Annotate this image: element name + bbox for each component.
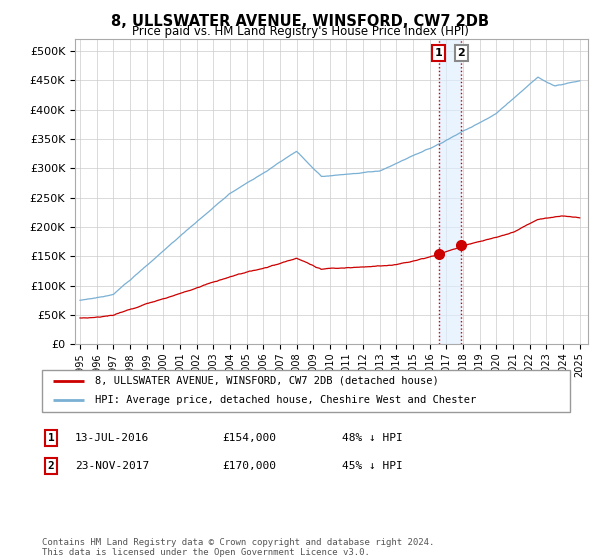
Bar: [439, 39, 461, 344]
Text: Price paid vs. HM Land Registry's House Price Index (HPI): Price paid vs. HM Land Registry's House …: [131, 25, 469, 38]
FancyBboxPatch shape: [42, 370, 570, 412]
Text: £170,000: £170,000: [222, 461, 276, 471]
Text: Contains HM Land Registry data © Crown copyright and database right 2024.
This d: Contains HM Land Registry data © Crown c…: [42, 538, 434, 557]
Text: £154,000: £154,000: [222, 433, 276, 443]
Text: 1: 1: [47, 433, 55, 443]
Text: 1: 1: [435, 48, 442, 58]
Text: 2: 2: [458, 48, 465, 58]
Text: 48% ↓ HPI: 48% ↓ HPI: [342, 433, 403, 443]
Text: 45% ↓ HPI: 45% ↓ HPI: [342, 461, 403, 471]
Text: HPI: Average price, detached house, Cheshire West and Chester: HPI: Average price, detached house, Ches…: [95, 395, 476, 405]
Text: 8, ULLSWATER AVENUE, WINSFORD, CW7 2DB (detached house): 8, ULLSWATER AVENUE, WINSFORD, CW7 2DB (…: [95, 376, 439, 386]
Text: 13-JUL-2016: 13-JUL-2016: [75, 433, 149, 443]
Text: 8, ULLSWATER AVENUE, WINSFORD, CW7 2DB: 8, ULLSWATER AVENUE, WINSFORD, CW7 2DB: [111, 14, 489, 29]
Text: 2: 2: [47, 461, 55, 471]
Text: 23-NOV-2017: 23-NOV-2017: [75, 461, 149, 471]
